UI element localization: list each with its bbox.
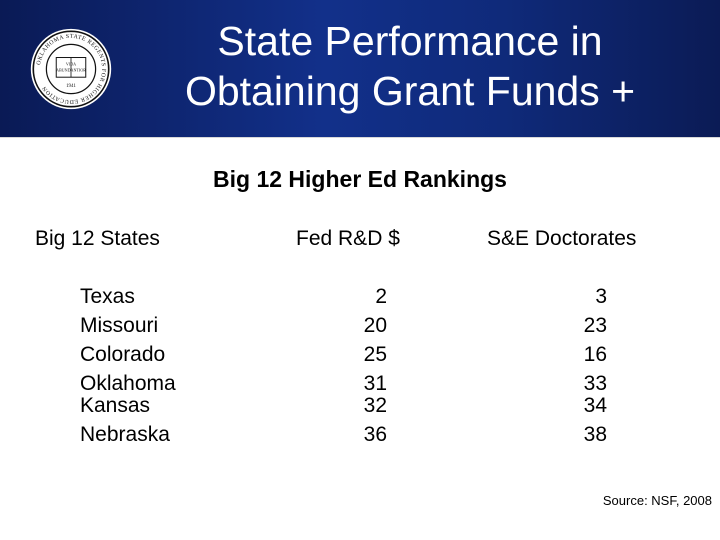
state-name: Texas: [80, 285, 135, 308]
se-doctorates-rank: 23: [583, 314, 607, 337]
state-name: Kansas: [80, 394, 151, 417]
title-line-2: Obtaining Grant Funds +: [184, 68, 636, 114]
state-name: Colorado: [80, 343, 166, 366]
fed-rd-rank: 2: [375, 285, 387, 308]
source-note: Source: NSF, 2008: [602, 493, 712, 508]
svg-text:ABUNDANTIOR: ABUNDANTIOR: [56, 67, 86, 72]
state-name: Missouri: [80, 314, 159, 337]
header-banner: OKLAHOMA STATE REGENTS FOR HIGHER EDUCAT…: [0, 0, 720, 138]
svg-text:VIDA: VIDA: [66, 62, 76, 67]
page-title: State Performance in Obtaining Grant Fun…: [150, 16, 670, 116]
states-column: Texas Missouri Colorado Oklahoma Kansas …: [80, 282, 176, 449]
column-header-se-doctorates: S&E Doctorates: [487, 227, 637, 250]
se-doctorates-column: 3 23 16 33 34 38: [577, 282, 607, 449]
column-header-fed-rd: Fed R&D $: [296, 227, 400, 250]
fed-rd-rank: 20: [363, 314, 387, 337]
se-doctorates-rank: 3: [595, 285, 607, 308]
state-name: Oklahoma: [80, 372, 176, 395]
svg-text:1941: 1941: [66, 84, 76, 89]
subtitle: Big 12 Higher Ed Rankings: [213, 166, 507, 192]
fed-rd-rank: 32: [363, 394, 387, 417]
column-header-states: Big 12 States: [35, 227, 160, 250]
fed-rd-rank: 25: [363, 343, 387, 366]
fed-rd-rank: 36: [363, 423, 387, 446]
state-name: Nebraska: [80, 423, 170, 446]
se-doctorates-rank: 38: [583, 423, 607, 446]
se-doctorates-rank: 34: [583, 394, 607, 417]
state-regents-seal-logo: OKLAHOMA STATE REGENTS FOR HIGHER EDUCAT…: [30, 28, 112, 110]
se-doctorates-rank: 16: [583, 343, 607, 366]
title-line-1: State Performance in: [217, 18, 603, 64]
fed-rd-rank: 31: [363, 372, 387, 395]
fed-rd-column: 2 20 25 31 32 36: [357, 282, 387, 449]
se-doctorates-rank: 33: [583, 372, 607, 395]
